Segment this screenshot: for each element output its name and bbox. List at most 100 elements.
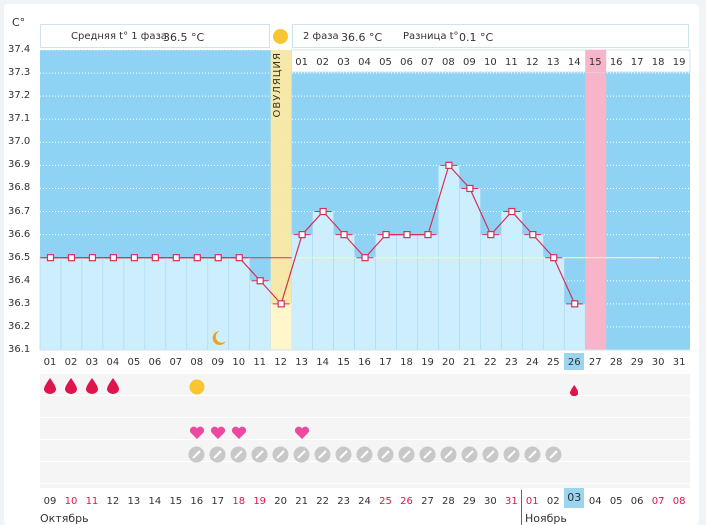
pill-icon[interactable]	[313, 446, 333, 467]
period-drop-icon[interactable]	[61, 378, 81, 398]
pill-icon[interactable]	[334, 446, 354, 467]
calendar-date[interactable]: 08	[672, 496, 686, 507]
cycle-day-number[interactable]: 23	[504, 357, 518, 368]
cycle-day-number[interactable]: 22	[483, 357, 497, 368]
temperature-point	[67, 254, 76, 262]
pill-icon[interactable]	[250, 446, 270, 467]
calendar-date[interactable]: 27	[421, 496, 434, 507]
phase2-value: 36.6 °C	[341, 31, 383, 44]
cycle-day-number[interactable]: 16	[358, 357, 371, 368]
cycle-day-number[interactable]: 19	[421, 357, 434, 368]
cycle-day-number[interactable]: 02	[64, 357, 78, 368]
calendar-date[interactable]: 04	[588, 496, 602, 507]
calendar-date[interactable]: 05	[609, 496, 623, 507]
pill-icon[interactable]	[271, 446, 291, 467]
period-drop-icon[interactable]	[103, 378, 123, 398]
moon-icon[interactable]	[208, 330, 228, 350]
calendar-date[interactable]: 09	[43, 496, 57, 507]
calendar-date[interactable]: 25	[379, 496, 392, 507]
pill-icon[interactable]	[396, 446, 416, 467]
temperature-point	[46, 254, 55, 262]
cycle-day-number[interactable]: 21	[463, 357, 476, 368]
cycle-day-number[interactable]: 03	[85, 357, 99, 368]
pill-icon[interactable]	[208, 446, 228, 467]
cycle-day-number[interactable]: 28	[609, 357, 623, 368]
cycle-day-number[interactable]: 27	[588, 357, 602, 368]
cycle-day-number[interactable]: 05	[127, 357, 141, 368]
pill-icon[interactable]	[438, 446, 458, 467]
cycle-day-number[interactable]: 04	[106, 357, 120, 368]
calendar-date[interactable]: 17	[211, 496, 225, 507]
cycle-day-number[interactable]: 08	[190, 357, 204, 368]
calendar-date[interactable]: 15	[169, 496, 183, 507]
cycle-day-number[interactable]: 18	[400, 357, 413, 368]
cycle-day-number[interactable]: 29	[630, 357, 644, 368]
calendar-date[interactable]: 02	[546, 496, 560, 507]
calendar-date[interactable]: 21	[295, 496, 308, 507]
calendar-date[interactable]: 11	[85, 496, 99, 507]
cycle-day-number[interactable]: 26	[564, 353, 585, 370]
cycle-day-number[interactable]: 10	[232, 357, 246, 368]
calendar-date[interactable]: 29	[463, 496, 476, 507]
spotting-drop-icon[interactable]	[564, 381, 584, 400]
calendar-date[interactable]: 24	[358, 496, 371, 507]
cycle-day-number[interactable]: 30	[651, 357, 665, 368]
calendar-date[interactable]: 22	[316, 496, 329, 507]
cycle-day-number[interactable]: 13	[295, 357, 308, 368]
pill-icon[interactable]	[292, 446, 312, 467]
calendar-date[interactable]: 23	[337, 496, 350, 507]
calendar-date[interactable]: 12	[106, 496, 120, 507]
cycle-day-number[interactable]: 20	[442, 357, 455, 368]
cycle-day-number[interactable]: 17	[379, 357, 392, 368]
heart-icon[interactable]	[208, 425, 228, 444]
heart-icon[interactable]	[229, 425, 249, 444]
pill-icon[interactable]	[376, 446, 396, 467]
calendar-date[interactable]: 18	[232, 496, 246, 507]
calendar-date[interactable]: 01	[525, 496, 539, 507]
cycle-day-number[interactable]: 12	[274, 357, 288, 368]
heart-icon[interactable]	[292, 425, 312, 444]
cycle-day-number[interactable]: 07	[169, 357, 183, 368]
period-drop-icon[interactable]	[40, 378, 60, 398]
temperature-point	[256, 277, 264, 285]
ovulation-bar	[270, 303, 292, 350]
cycle-day-number[interactable]: 01	[43, 357, 57, 368]
period-drop-icon[interactable]	[82, 378, 102, 398]
calendar-date[interactable]: 16	[190, 496, 204, 507]
calendar-date[interactable]: 07	[651, 496, 665, 507]
cycle-day-number[interactable]: 09	[211, 357, 225, 368]
pill-icon[interactable]	[501, 446, 521, 467]
ovulation-test-icon[interactable]	[187, 379, 207, 399]
pill-icon[interactable]	[543, 446, 563, 467]
cycle-day-number[interactable]: 31	[672, 357, 686, 368]
calendar-date[interactable]: 06	[630, 496, 644, 507]
temperature-bar	[542, 257, 565, 351]
cycle-day-number[interactable]: 14	[316, 357, 329, 368]
heart-icon[interactable]	[187, 425, 207, 444]
pill-icon[interactable]	[229, 446, 249, 467]
pill-icon[interactable]	[480, 446, 500, 467]
calendar-date[interactable]: 28	[442, 496, 455, 507]
temperature-bar	[102, 257, 125, 351]
calendar-date[interactable]: 10	[64, 496, 78, 507]
temperature-point	[151, 254, 159, 262]
pill-icon[interactable]	[459, 446, 479, 467]
calendar-date[interactable]: 03	[564, 488, 585, 508]
calendar-date[interactable]: 30	[483, 496, 497, 507]
cycle-day-number[interactable]: 11	[253, 357, 267, 368]
cycle-day-number[interactable]: 25	[546, 357, 560, 368]
cycle-day-number[interactable]: 06	[148, 357, 162, 368]
cycle-day-number[interactable]: 24	[525, 357, 539, 368]
calendar-date[interactable]: 13	[127, 496, 141, 507]
calendar-date[interactable]: 20	[274, 496, 288, 507]
pill-icon[interactable]	[522, 446, 542, 467]
pill-icon[interactable]	[355, 446, 375, 467]
pill-icon[interactable]	[187, 446, 207, 467]
calendar-date[interactable]: 26	[400, 496, 413, 507]
cycle-day-number[interactable]: 15	[337, 357, 350, 368]
calendar-date[interactable]: 19	[253, 496, 267, 507]
temperature-bar	[165, 257, 188, 351]
pill-icon[interactable]	[417, 446, 437, 467]
calendar-date[interactable]: 31	[504, 496, 518, 507]
calendar-date[interactable]: 14	[148, 496, 162, 507]
